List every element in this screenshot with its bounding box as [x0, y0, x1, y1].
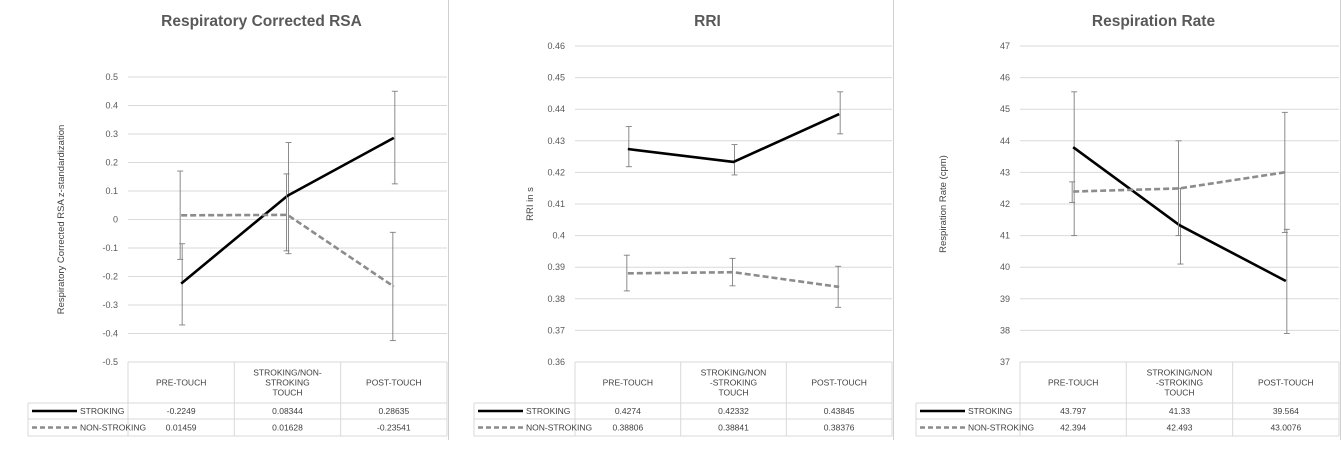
category-label: -STROKING	[710, 378, 757, 388]
category-label: POST-TOUCH	[811, 378, 867, 388]
legend-label: STROKING	[968, 406, 1012, 416]
y-tick-label: 0.4	[552, 231, 565, 241]
table-value: 42.394	[1060, 423, 1086, 433]
y-tick-label: 0.1	[105, 186, 118, 196]
table-value: 43.797	[1060, 406, 1086, 416]
category-label: POST-TOUCH	[1258, 378, 1314, 388]
legend-label: NON-STROKING	[526, 423, 592, 433]
category-label: STROKING/NON	[1147, 368, 1213, 378]
y-tick-label: -0.1	[102, 243, 118, 253]
table-value: 0.38806	[612, 423, 643, 433]
y-tick-label: 0.41	[547, 199, 565, 209]
y-tick-label: 0.37	[547, 325, 565, 335]
table-value: 0.4274	[615, 406, 641, 416]
y-tick-label: -0.2	[102, 272, 118, 282]
y-tick-label: 0.46	[547, 41, 565, 51]
y-tick-label: 0.44	[547, 104, 565, 114]
y-tick-label: 44	[1000, 136, 1010, 146]
table-value: 39.564	[1273, 406, 1299, 416]
y-tick-label: 37	[1000, 357, 1010, 367]
chart-rsa: Respiratory Corrected RSA -0.5 -0.4 -0.3 -0.…	[27, 0, 449, 440]
series-line-stroking	[627, 112, 840, 164]
chart-panel-respiration-rate: Respiration Rate 37 38 39 40 41 42 43 44 45 46 47 Re…	[894, 0, 1341, 440]
legend-label: NON-STROKING	[80, 423, 146, 433]
category-label: STROKING/NON-	[253, 368, 322, 378]
y-tick-label: 0.4	[105, 101, 118, 111]
y-tick-label: 0.43	[547, 136, 565, 146]
y-tick-label: 0.38	[547, 294, 565, 304]
series-line-non-stroking	[627, 270, 840, 289]
series-line-non-stroking	[181, 213, 395, 288]
table-value: 0.38841	[718, 423, 749, 433]
y-tick-label: 0.39	[547, 262, 565, 272]
y-tick-label: 0.2	[105, 158, 118, 168]
category-label: PRE-TOUCH	[1048, 378, 1098, 388]
y-tick-label: 47	[1000, 41, 1010, 51]
category-label: PRE-TOUCH	[603, 378, 653, 388]
chart-title: RRI	[694, 13, 721, 30]
series-line-stroking	[180, 136, 395, 285]
table-value: 41.33	[1169, 406, 1191, 416]
y-tick-label: 0	[113, 215, 118, 225]
y-tick-label: 39	[1000, 294, 1010, 304]
table-value: 0.43845	[824, 406, 855, 416]
table-value: 0.38376	[824, 423, 855, 433]
table-value: 42.493	[1167, 423, 1193, 433]
y-tick-label: 0.42	[547, 167, 565, 177]
y-tick-label: 42	[1000, 199, 1010, 209]
table-value: 0.28635	[378, 406, 409, 416]
legend-label: STROKING	[526, 406, 570, 416]
y-tick-label: -0.3	[102, 300, 118, 310]
y-axis-label: Respiration Rate (cpm)	[938, 155, 949, 253]
category-label: POST-TOUCH	[366, 378, 422, 388]
chart-title: Respiratory Corrected RSA	[161, 13, 362, 30]
category-label: STROKING/NON	[701, 368, 767, 378]
table-value: -0.23541	[377, 423, 411, 433]
y-tick-label: -0.5	[102, 357, 118, 367]
category-label: TOUCH	[1164, 388, 1194, 398]
category-label: PRE-TOUCH	[156, 378, 206, 388]
y-tick-label: 0.36	[547, 357, 565, 367]
table-value: 43.0076	[1270, 423, 1301, 433]
table-value: 0.01628	[272, 423, 303, 433]
y-tick-label: -0.4	[102, 329, 118, 339]
y-axis-label: RRI in s	[525, 187, 536, 221]
y-tick-label: 0.3	[105, 129, 118, 139]
y-tick-label: 38	[1000, 325, 1010, 335]
table-value: 0.01459	[166, 423, 197, 433]
y-tick-label: 41	[1000, 231, 1010, 241]
y-axis-label: Respiratory Corrected RSA z-standardizat…	[56, 125, 67, 315]
category-label: TOUCH	[272, 388, 302, 398]
table-value: 0.42332	[718, 406, 749, 416]
chart-respiration-rate: Respiration Rate 37 38 39 40 41 42 43 44 45 46 47 Re…	[915, 0, 1341, 440]
y-tick-label: 40	[1000, 262, 1010, 272]
legend-label: NON-STROKING	[968, 423, 1034, 433]
chart-panel-rsa: Respiratory Corrected RSA -0.5 -0.4 -0.3 -0.…	[0, 0, 449, 440]
legend-label: STROKING	[80, 406, 124, 416]
table-value: 0.08344	[272, 406, 303, 416]
chart-panel-rri: RRI 0.36 0.37 0.38 0.39 0.4 0.41 0.42 0.43 0.44 0.…	[449, 0, 894, 440]
category-label: TOUCH	[718, 388, 748, 398]
category-label: STROKING	[265, 378, 309, 388]
y-tick-label: 45	[1000, 104, 1010, 114]
y-tick-label: 46	[1000, 73, 1010, 83]
y-tick-label: 43	[1000, 167, 1010, 177]
series-line-stroking	[1072, 146, 1287, 283]
y-tick-label: 0.45	[547, 73, 565, 83]
chart-title: Respiration Rate	[1092, 13, 1216, 30]
chart-rri: RRI 0.36 0.37 0.38 0.39 0.4 0.41 0.42 0.43 0.44 0.…	[473, 0, 894, 440]
y-tick-label: 0.5	[105, 72, 118, 82]
table-value: -0.2249	[167, 406, 196, 416]
category-label: -STROKING	[1156, 378, 1203, 388]
